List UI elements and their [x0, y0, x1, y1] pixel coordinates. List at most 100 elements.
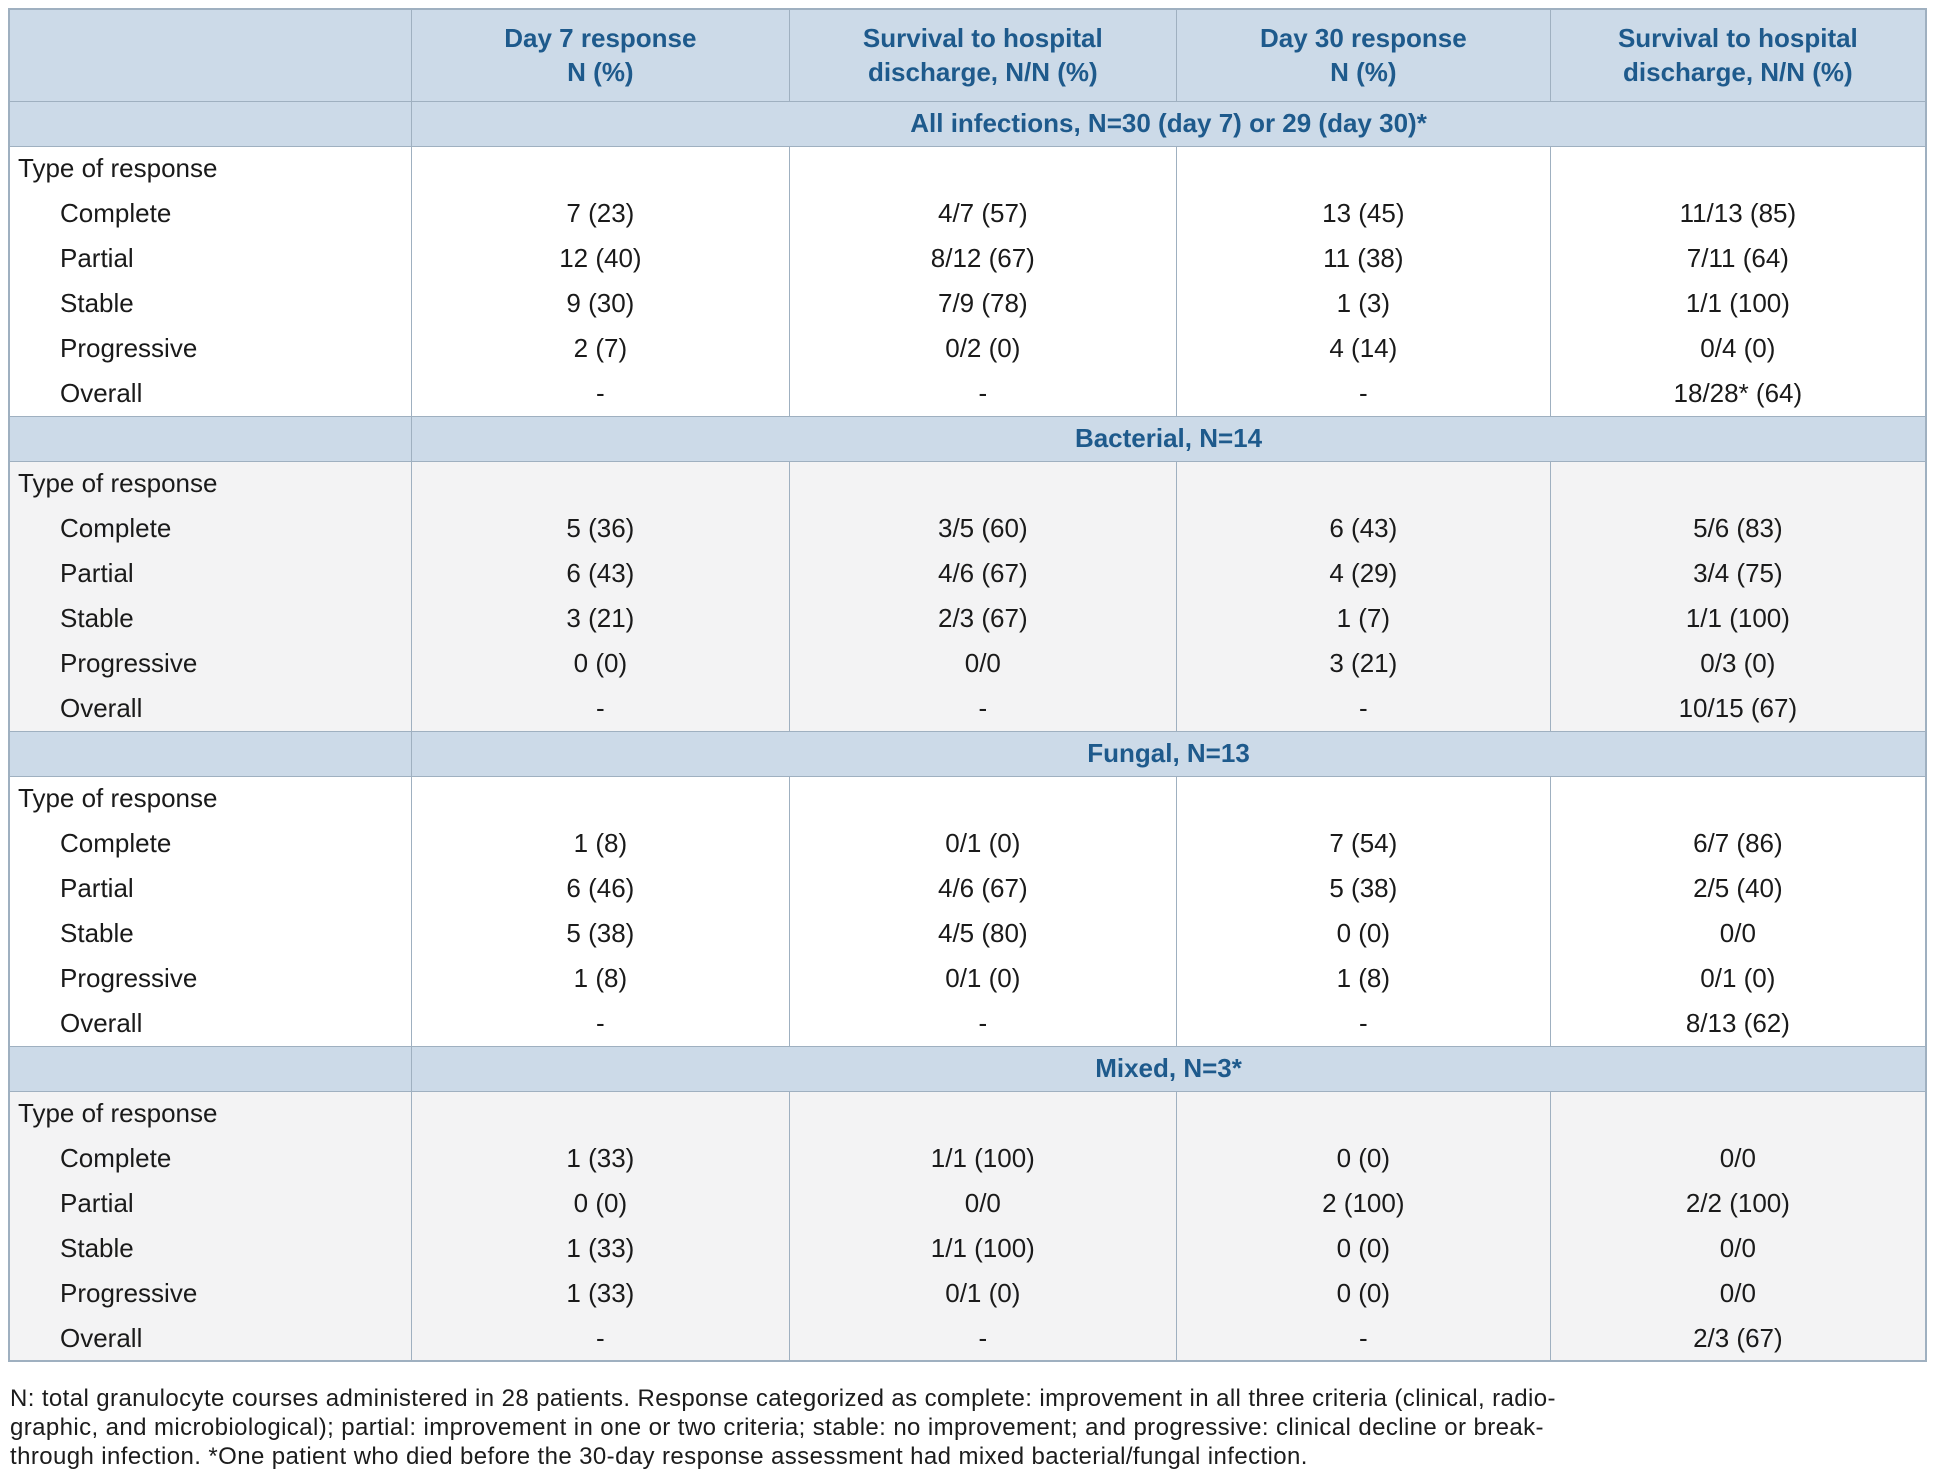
cell-value: 6 (46)	[411, 866, 790, 911]
row-label: Stable	[8, 281, 413, 326]
table-row: Progressive 1 (8) 0/1 (0) 1 (8) 0/1 (0)	[8, 956, 1927, 1001]
empty-cell	[1175, 146, 1551, 191]
table-row: Overall - - -2/3 (67)	[8, 1316, 1927, 1361]
section-band-spacer	[8, 415, 413, 462]
cell-value: 0/0	[1549, 1136, 1927, 1181]
row-label: Complete	[8, 506, 413, 551]
row-label: Partial	[8, 1181, 413, 1226]
empty-cell	[788, 461, 1177, 506]
cell-value: 0/0	[788, 1181, 1177, 1226]
column-header-day30-response: Day 30 response N (%)	[1175, 8, 1551, 102]
cell-value: 1 (33)	[411, 1271, 790, 1316]
table-row: Overall - - -18/28* (64)	[8, 371, 1927, 416]
empty-cell	[1175, 1091, 1551, 1136]
cell-value: -	[411, 1001, 790, 1046]
table-row: Overall - - -10/15 (67)	[8, 686, 1927, 731]
cell-value: 8/13 (62)	[1549, 1001, 1927, 1046]
section-title: Mixed, N=3*	[411, 1045, 1927, 1092]
empty-cell	[1549, 461, 1927, 506]
column-header-line: Day 7 response	[504, 22, 697, 53]
cell-value: 1 (33)	[411, 1136, 790, 1181]
cell-value: -	[788, 371, 1177, 416]
column-header-line: discharge, N/N (%)	[1623, 57, 1853, 88]
cell-value: 2/2 (100)	[1549, 1181, 1927, 1226]
section-title: All infections, N=30 (day 7) or 29 (day …	[411, 100, 1927, 147]
cell-value: 1/1 (100)	[788, 1226, 1177, 1271]
empty-cell	[1175, 461, 1551, 506]
row-label: Overall	[8, 371, 413, 416]
cell-value: 1/1 (100)	[1549, 281, 1927, 326]
empty-cell	[1549, 776, 1927, 821]
cell-value: 5 (38)	[1175, 866, 1551, 911]
section-band-spacer	[8, 1045, 413, 1092]
cell-value: 1/1 (100)	[1549, 596, 1927, 641]
cell-value: 7 (54)	[1175, 821, 1551, 866]
granulocyte-response-table: Day 7 response N (%) Survival to hospita…	[8, 8, 1927, 1362]
cell-value: 4/5 (80)	[788, 911, 1177, 956]
cell-value: 1 (8)	[411, 821, 790, 866]
cell-value: 7/11 (64)	[1549, 236, 1927, 281]
empty-cell	[411, 461, 790, 506]
table-row: Partial 6 (46) 4/6 (67) 5 (38) 2/5 (40)	[8, 866, 1927, 911]
cell-value: 11/13 (85)	[1549, 191, 1927, 236]
cell-value: 4/7 (57)	[788, 191, 1177, 236]
empty-cell	[1549, 146, 1927, 191]
table-row: Complete 5 (36) 3/5 (60) 6 (43) 5/6 (83)	[8, 506, 1927, 551]
row-label: Overall	[8, 1316, 413, 1361]
row-label: Progressive	[8, 641, 413, 686]
cell-value: -	[788, 686, 1177, 731]
group-label-row: Type of response	[8, 461, 1927, 506]
cell-value: 8/12 (67)	[788, 236, 1177, 281]
cell-value: 0/0	[1549, 1226, 1927, 1271]
group-label: Type of response	[8, 776, 413, 821]
table-body: All infections, N=30 (day 7) or 29 (day …	[8, 100, 1927, 1361]
cell-value: 2/3 (67)	[788, 596, 1177, 641]
cell-value: 1 (8)	[411, 956, 790, 1001]
cell-value: 9 (30)	[411, 281, 790, 326]
section-band: All infections, N=30 (day 7) or 29 (day …	[8, 100, 1927, 147]
cell-value: 2/5 (40)	[1549, 866, 1927, 911]
cell-value: 4 (29)	[1175, 551, 1551, 596]
table-row: Stable 5 (38) 4/5 (80) 0 (0) 0/0	[8, 911, 1927, 956]
row-label: Complete	[8, 1136, 413, 1181]
cell-value: -	[1175, 686, 1551, 731]
section-title: Fungal, N=13	[411, 730, 1927, 777]
row-label: Stable	[8, 911, 413, 956]
row-label: Overall	[8, 1001, 413, 1046]
cell-value: 18/28* (64)	[1549, 371, 1927, 416]
row-label: Stable	[8, 1226, 413, 1271]
cell-value: 0 (0)	[411, 1181, 790, 1226]
section-band: Bacterial, N=14	[8, 415, 1927, 462]
row-label: Complete	[8, 821, 413, 866]
section-band: Mixed, N=3*	[8, 1045, 1927, 1092]
table-row: Progressive 1 (33) 0/1 (0) 0 (0) 0/0	[8, 1271, 1927, 1316]
cell-value: 0/2 (0)	[788, 326, 1177, 371]
cell-value: 0 (0)	[1175, 1136, 1551, 1181]
footnote-line: through infection. *One patient who died…	[10, 1443, 1308, 1470]
cell-value: 2 (100)	[1175, 1181, 1551, 1226]
section-band: Fungal, N=13	[8, 730, 1927, 777]
cell-value: 0/1 (0)	[788, 821, 1177, 866]
cell-value: 0/0	[1549, 911, 1927, 956]
cell-value: -	[411, 1316, 790, 1361]
footnote: N: total granulocyte courses administere…	[8, 1384, 1927, 1471]
table-row: Stable 1 (33) 1/1 (100) 0 (0) 0/0	[8, 1226, 1927, 1271]
cell-value: 1 (33)	[411, 1226, 790, 1271]
cell-value: -	[788, 1316, 1177, 1361]
column-header-line: N (%)	[1330, 57, 1397, 88]
table-row: Partial 0 (0) 0/0 2 (100) 2/2 (100)	[8, 1181, 1927, 1226]
column-header-line: Survival to hospital	[862, 22, 1103, 53]
row-label: Stable	[8, 596, 413, 641]
cell-value: 0/1 (0)	[788, 1271, 1177, 1316]
cell-value: 4 (14)	[1175, 326, 1551, 371]
empty-cell	[411, 1091, 790, 1136]
cell-value: 0/4 (0)	[1549, 326, 1927, 371]
cell-value: 11 (38)	[1175, 236, 1551, 281]
column-header-survival-day30: Survival to hospital discharge, N/N (%)	[1549, 8, 1927, 102]
footnote-line: graphic, and microbiological); partial: …	[10, 1414, 1544, 1441]
cell-value: 0 (0)	[1175, 1271, 1551, 1316]
cell-value: 3/5 (60)	[788, 506, 1177, 551]
cell-value: 1 (7)	[1175, 596, 1551, 641]
cell-value: 0 (0)	[1175, 911, 1551, 956]
column-header-line: N (%)	[567, 57, 634, 88]
